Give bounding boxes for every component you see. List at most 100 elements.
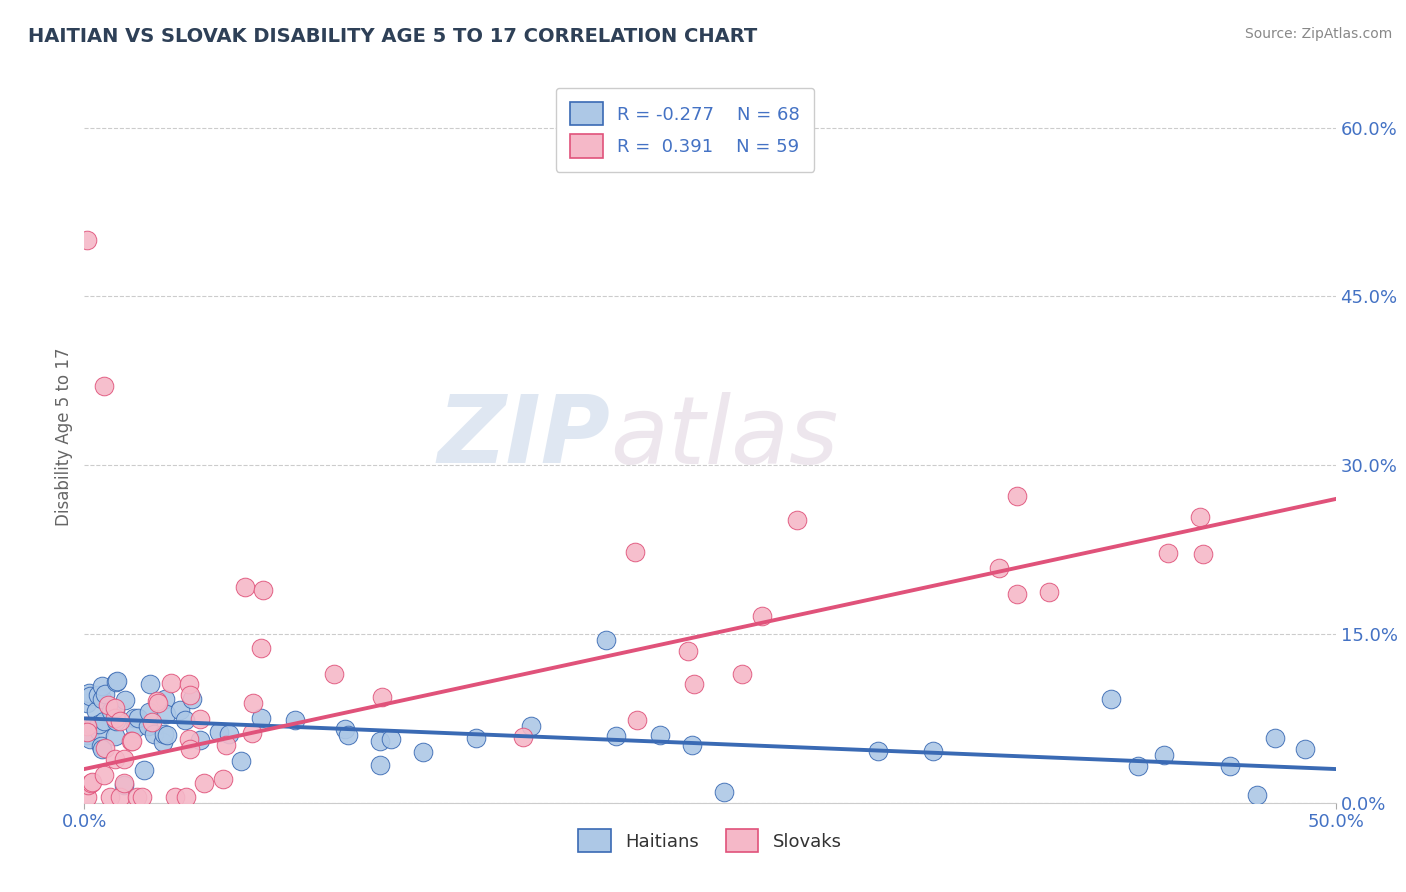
Haitians <box>103 729 125 743</box>
Slovaks <box>1157 546 1180 560</box>
Slovaks <box>104 701 127 715</box>
Slovaks <box>188 712 211 726</box>
Slovaks <box>112 752 135 766</box>
Haitians <box>105 673 128 688</box>
Haitians <box>127 711 149 725</box>
Haitians <box>100 704 122 718</box>
Haitians <box>284 714 307 728</box>
Slovaks <box>193 776 215 790</box>
Haitians <box>368 758 391 772</box>
Haitians <box>1099 692 1122 706</box>
Haitians <box>605 729 627 743</box>
Slovaks <box>676 644 699 658</box>
Haitians <box>1219 758 1241 772</box>
Slovaks <box>1005 587 1028 601</box>
Haitians <box>153 727 176 741</box>
Haitians <box>249 711 271 725</box>
Slovaks <box>120 734 142 748</box>
Haitians <box>169 702 191 716</box>
Haitians <box>105 714 128 728</box>
Slovaks <box>252 583 274 598</box>
Slovaks <box>76 725 98 739</box>
Haitians <box>136 719 159 733</box>
Slovaks <box>108 714 131 728</box>
Haitians <box>89 723 111 738</box>
Haitians <box>218 727 240 741</box>
Haitians <box>124 721 146 735</box>
Slovaks <box>93 768 115 782</box>
Slovaks <box>751 608 773 623</box>
Haitians <box>595 632 617 647</box>
Haitians <box>464 731 486 746</box>
Haitians <box>138 705 160 719</box>
Slovaks <box>165 790 187 805</box>
Haitians <box>79 689 101 703</box>
Slovaks <box>179 732 201 747</box>
Slovaks <box>370 690 392 704</box>
Haitians <box>112 778 135 792</box>
Haitians <box>93 714 115 728</box>
Haitians <box>122 711 145 725</box>
Haitians <box>153 692 176 706</box>
Haitians <box>142 727 165 741</box>
Slovaks <box>626 714 648 728</box>
Slovaks <box>127 790 149 805</box>
Haitians <box>152 734 174 748</box>
Haitians <box>155 706 177 721</box>
Haitians <box>114 692 136 706</box>
Slovaks <box>104 711 127 725</box>
Slovaks <box>112 776 135 790</box>
Slovaks <box>212 772 235 786</box>
Slovaks <box>1038 585 1060 599</box>
Haitians <box>1126 759 1149 773</box>
Slovaks <box>146 697 169 711</box>
Text: ZIP: ZIP <box>437 391 610 483</box>
Haitians <box>380 732 402 747</box>
Haitians <box>94 687 117 701</box>
Slovaks <box>76 790 98 805</box>
Slovaks <box>240 726 263 740</box>
Slovaks <box>82 775 104 789</box>
Haitians <box>86 688 108 702</box>
Slovaks <box>731 666 754 681</box>
Haitians <box>104 704 127 718</box>
Legend: Haitians, Slovaks: Haitians, Slovaks <box>571 822 849 860</box>
Haitians <box>91 741 114 756</box>
Haitians <box>156 728 179 742</box>
Haitians <box>368 733 391 747</box>
Haitians <box>1294 742 1316 756</box>
Haitians <box>76 697 98 711</box>
Haitians <box>681 738 703 752</box>
Haitians <box>866 744 889 758</box>
Haitians <box>229 754 252 768</box>
Text: HAITIAN VS SLOVAK DISABILITY AGE 5 TO 17 CORRELATION CHART: HAITIAN VS SLOVAK DISABILITY AGE 5 TO 17… <box>28 27 758 45</box>
Haitians <box>650 728 672 742</box>
Haitians <box>333 722 356 736</box>
Slovaks <box>93 379 115 393</box>
Slovaks <box>98 790 121 805</box>
Haitians <box>520 719 543 733</box>
Slovaks <box>179 688 201 702</box>
Slovaks <box>94 741 117 756</box>
Haitians <box>84 704 107 718</box>
Slovaks <box>249 640 271 655</box>
Haitians <box>91 679 114 693</box>
Haitians <box>208 725 231 739</box>
Slovaks <box>512 730 534 744</box>
Text: Source: ZipAtlas.com: Source: ZipAtlas.com <box>1244 27 1392 41</box>
Haitians <box>138 677 160 691</box>
Slovaks <box>145 693 167 707</box>
Slovaks <box>987 561 1010 575</box>
Haitians <box>79 732 101 747</box>
Haitians <box>82 719 104 733</box>
Slovaks <box>1192 547 1215 561</box>
Slovaks <box>76 719 98 733</box>
Slovaks <box>323 667 346 681</box>
Haitians <box>1153 747 1175 762</box>
Slovaks <box>104 752 127 766</box>
Haitians <box>412 745 434 759</box>
Slovaks <box>242 697 264 711</box>
Haitians <box>91 692 114 706</box>
Text: atlas: atlas <box>610 392 838 483</box>
Haitians <box>76 728 98 742</box>
